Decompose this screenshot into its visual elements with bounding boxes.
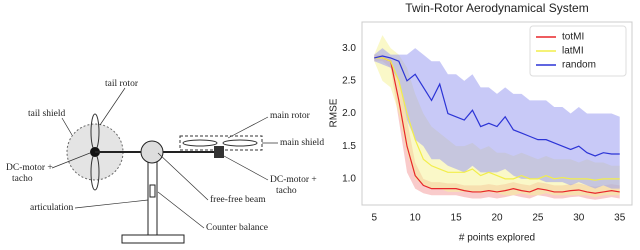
label: DC-motor + [270,175,317,185]
pivot [140,140,164,164]
series-line [374,57,620,194]
x-axis-label: # points explored [459,233,535,244]
legend-label: random [562,60,596,71]
leader-lines [51,87,278,229]
diagram: tail rotor tail shield DC-motor + tacho … [6,79,324,244]
label: articulation [30,203,74,213]
label: free-free beam [210,194,266,205]
main-blade [182,139,218,147]
label: main rotor [270,111,311,121]
x-tick-label: 25 [532,213,544,224]
x-tick-label: 20 [491,213,503,224]
x-tick-label: 30 [573,213,585,224]
label: tail rotor [105,79,139,89]
x-tick-label: 5 [371,213,377,224]
x-tick-label: 10 [410,213,422,224]
label: tacho [12,174,33,184]
main-blade [222,139,258,147]
series-line [374,55,620,157]
base [121,234,185,244]
band [374,48,620,189]
label: Counter balance [206,223,268,233]
label: DC-motor + [6,163,53,173]
legend-label: totMI [562,32,584,43]
y-tick-label: 1.0 [342,173,356,184]
legend-label: latMI [562,46,584,57]
legend-box [529,25,627,77]
y-tick-label: 3.0 [342,43,356,54]
series-line [374,57,620,181]
x-tick-label: 15 [451,213,463,224]
x-tick-label: 35 [614,213,626,224]
counter-weight [149,184,156,198]
y-tick-label: 2.0 [342,108,356,119]
y-tick-label: 1.5 [342,141,356,152]
y-axis-label: RMSE [329,98,340,127]
label: tacho [276,186,297,196]
motor [214,146,224,158]
label: tail shield [28,109,65,119]
label: main shield [280,138,324,148]
y-tick-label: 2.5 [342,75,356,86]
chart-title: Twin-Rotor Aerodynamical System [405,1,588,15]
